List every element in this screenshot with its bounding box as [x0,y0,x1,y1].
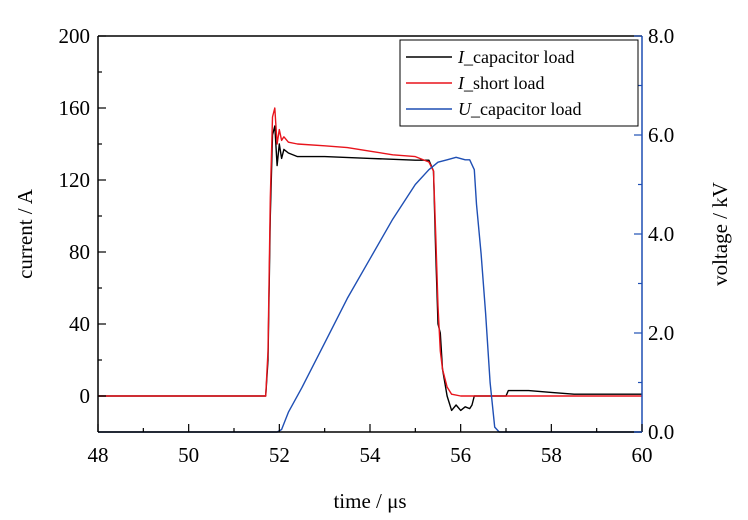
y-right-tick-label: 2.0 [648,321,674,345]
x-tick-label: 50 [178,443,199,467]
series-layer [98,107,642,433]
legend-label-u-capacitor-load: U_capacitor load [458,99,581,119]
y-axis-right-label: voltage / kV [708,182,732,286]
x-tick-label: 52 [269,443,290,467]
x-tick-label: 58 [541,443,562,467]
x-tick-label: 60 [632,443,653,467]
y-right-tick-label: 6.0 [648,123,674,147]
y-left-tick-label: 160 [59,96,91,120]
y-left-tick-label: 40 [69,312,90,336]
x-tick-label: 54 [360,443,382,467]
y-axis-left-label: current / A [13,188,37,279]
x-axis-label: time / μs [333,489,406,513]
legend-label-i-short-load: I_short load [457,73,545,93]
y-right-tick-label: 0.0 [648,420,674,444]
y-left-tick-label: 0 [80,384,91,408]
y-left-tick-label: 200 [59,24,91,48]
series-line-u-capacitor-load [98,156,642,433]
y-right-tick-label: 4.0 [648,222,674,246]
y-left-tick-label: 120 [59,168,91,192]
y-left-tick-label: 80 [69,240,90,264]
x-tick-label: 56 [450,443,471,467]
x-tick-label: 48 [88,443,109,467]
legend: I_capacitor load I_short load U_capacitor … [399,39,639,127]
y-right-tick-label: 8.0 [648,24,674,48]
legend-label-i-capacitor-load: I_capacitor load [457,47,574,67]
tick-layer: 48 50 52 54 56 58 60 0 40 80 120 160 200 0.0 2.0 4.0 6.0… [59,24,675,467]
series-line-i-short-load [98,107,642,397]
